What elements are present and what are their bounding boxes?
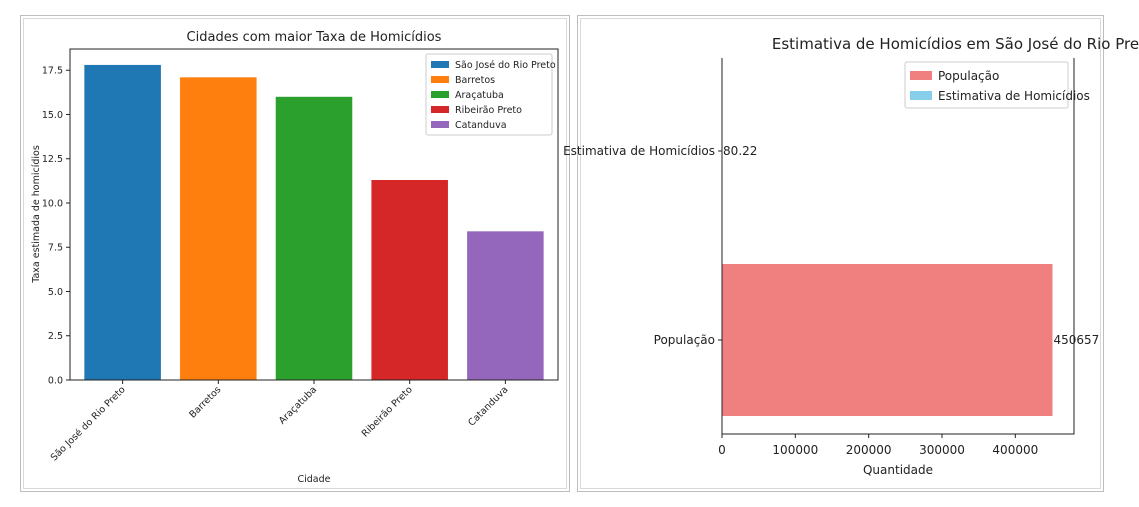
legend-swatch <box>431 61 449 68</box>
x-tick-label: 300000 <box>919 443 965 457</box>
y-axis-label: Taxa estimada de homicídios <box>31 145 42 284</box>
legend: População Estimativa de Homicídios <box>904 61 1090 109</box>
x-tick-label: Ribeirão Preto <box>360 384 415 439</box>
y-tick-label: Estimativa de Homicídios <box>563 144 715 158</box>
bar <box>467 231 544 380</box>
y-tick-label: 17.5 <box>42 66 63 77</box>
legend-frame <box>904 61 1069 109</box>
legend-swatch <box>431 91 449 98</box>
y-tick-label: População <box>654 333 715 347</box>
x-tick-label: 0 <box>718 443 726 457</box>
legend-swatch <box>431 121 449 128</box>
legend: São José do Rio Preto Barretos Araçatuba Ri… <box>425 53 556 136</box>
plot-frame <box>69 48 559 381</box>
x-tick-label: 400000 <box>992 443 1038 457</box>
bar <box>84 64 161 380</box>
bar-chart-panel: Cidades com maior Taxa de Homicídios São… <box>20 15 570 492</box>
bar-value-label: 450657 <box>1053 333 1099 347</box>
y-tick-label: 15.0 <box>42 110 63 121</box>
bar <box>722 264 1053 416</box>
bar <box>180 77 257 380</box>
legend-label: Ribeirão Preto <box>455 105 522 116</box>
bar-chart: Cidades com maior Taxa de Homicídios São… <box>31 30 559 485</box>
legend-frame <box>425 53 553 136</box>
chart-title: Estimativa de Homicídios em São José do … <box>772 35 1139 53</box>
x-axis-label: Quantidade <box>863 463 933 477</box>
legend-label: Araçatuba <box>455 90 504 101</box>
bar <box>275 96 353 380</box>
y-tick-label: 5.0 <box>48 287 63 298</box>
x-axis-label: Cidade <box>298 474 331 485</box>
x-tick-label: Catanduva <box>466 384 510 428</box>
legend-label: Estimativa de Homicídios <box>938 89 1090 103</box>
legend-label: População <box>938 69 999 83</box>
y-tick-label: 7.5 <box>48 243 63 254</box>
legend-label: São José do Rio Preto <box>455 60 556 71</box>
y-tick-label: 12.5 <box>42 154 63 165</box>
legend-label: Catanduva <box>455 120 507 131</box>
legend-swatch <box>431 76 449 83</box>
horizontal-bar-chart: Estimativa de Homicídios em São José do … <box>563 35 1139 477</box>
x-tick-label: 100000 <box>772 443 818 457</box>
hbar-chart-panel: Estimativa de Homicídios em São José do … <box>563 15 1139 492</box>
legend-swatch <box>431 106 449 113</box>
x-tick-label: Araçatuba <box>277 384 319 426</box>
y-tick-label: 2.5 <box>48 331 63 342</box>
legend-swatch <box>910 71 932 80</box>
x-tick-label: São José do Rio Preto <box>49 384 128 463</box>
x-tick-label: Barretos <box>187 384 223 420</box>
bar-value-label: 80.22 <box>723 144 757 158</box>
x-tick-label: 200000 <box>846 443 892 457</box>
legend-label: Barretos <box>455 75 495 86</box>
y-tick-label: 10.0 <box>42 198 63 209</box>
plot-frame <box>721 58 1075 435</box>
y-tick-label: 0.0 <box>48 376 63 387</box>
legend-swatch <box>910 91 932 100</box>
chart-title: Cidades com maior Taxa de Homicídios <box>187 30 442 45</box>
bar <box>371 179 448 380</box>
